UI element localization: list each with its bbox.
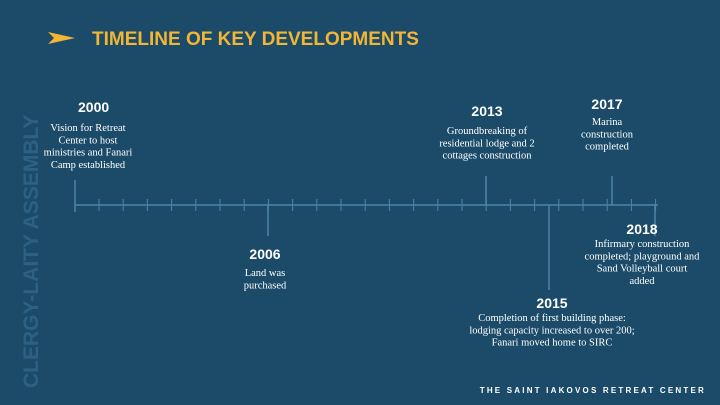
event-text: Center to host — [59, 135, 118, 146]
event-text: Camp established — [51, 160, 126, 171]
event-text: Groundbreaking of — [447, 126, 528, 137]
event-text: added — [629, 276, 655, 287]
event-text: purchased — [244, 280, 287, 291]
event-text: Completion of first building phase: — [478, 313, 626, 324]
side-text: CLERGY-LAITY ASSEMBLY — [20, 115, 43, 388]
event-text: completed; playground and — [585, 251, 701, 262]
title-arrow — [48, 32, 75, 44]
event-text: lodging capacity increased to over 200; — [469, 325, 634, 336]
event-text: cottages construction — [443, 151, 533, 162]
event-text: residential lodge and 2 — [439, 138, 534, 149]
event-text: Sand Volleyball court — [597, 264, 688, 275]
event-year: 2000 — [78, 99, 109, 115]
event-text: Vision for Retreat — [50, 123, 125, 134]
event-year: 2015 — [536, 295, 567, 311]
event-text: Marina — [592, 117, 623, 128]
event-text: Fanari moved home to SIRC — [492, 338, 613, 349]
event-text: Land was — [245, 268, 286, 279]
footer: THE SAINT IAKOVOS RETREAT CENTER — [480, 386, 706, 395]
event-year: 2017 — [591, 96, 622, 112]
event-year: 2018 — [626, 221, 657, 237]
event-text: construction — [581, 129, 634, 140]
event-text: completed — [585, 142, 629, 153]
title: TIMELINE OF KEY DEVELOPMENTS — [92, 29, 419, 50]
event-text: Infirmary construction — [595, 239, 691, 250]
event-text: ministries and Fanari — [44, 148, 133, 159]
event-year: 2006 — [249, 246, 280, 262]
event-year: 2013 — [471, 103, 502, 119]
